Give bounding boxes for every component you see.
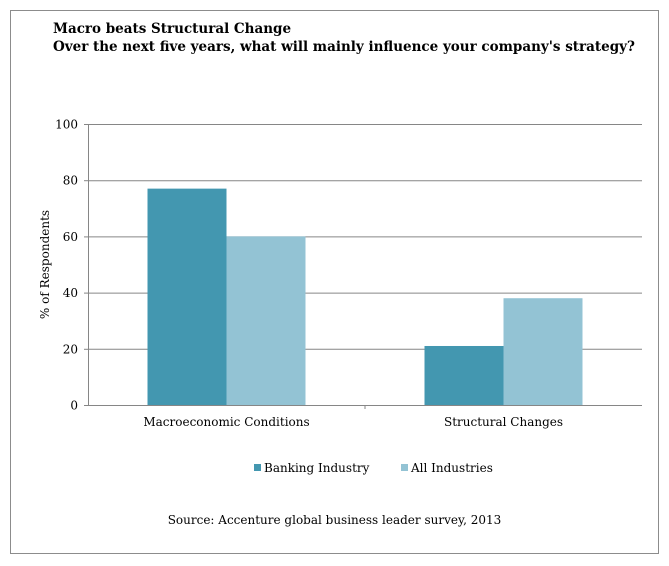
legend-label: Banking Industry — [264, 461, 370, 475]
source-note: Source: Accenture global business leader… — [167, 513, 502, 527]
legend-label: All Industries — [410, 461, 493, 475]
legend-swatch — [401, 464, 408, 471]
bar-banking-industry — [147, 188, 227, 405]
chart-title-block: Macro beats Structural Change Over the n… — [53, 20, 635, 56]
y-tick-label: 60 — [63, 230, 78, 244]
x-tick-label: Structural Changes — [444, 415, 563, 429]
y-tick-label: 20 — [63, 342, 78, 356]
y-tick-label: 80 — [63, 174, 78, 188]
legend-swatch — [254, 464, 261, 471]
y-axis-label: % of Respondents — [38, 210, 52, 319]
chart-subtitle: Over the next five years, what will main… — [53, 39, 635, 55]
bar-all-industries — [503, 298, 583, 405]
y-tick-label: 0 — [70, 399, 78, 413]
bar-all-industries — [226, 236, 306, 405]
y-tick-label: 100 — [55, 118, 78, 132]
bar-banking-industry — [424, 345, 504, 405]
y-tick-label: 40 — [63, 286, 78, 300]
x-tick-label: Macroeconomic Conditions — [143, 415, 309, 429]
chart-title: Macro beats Structural Change — [53, 21, 292, 37]
chart-frame — [10, 10, 659, 554]
